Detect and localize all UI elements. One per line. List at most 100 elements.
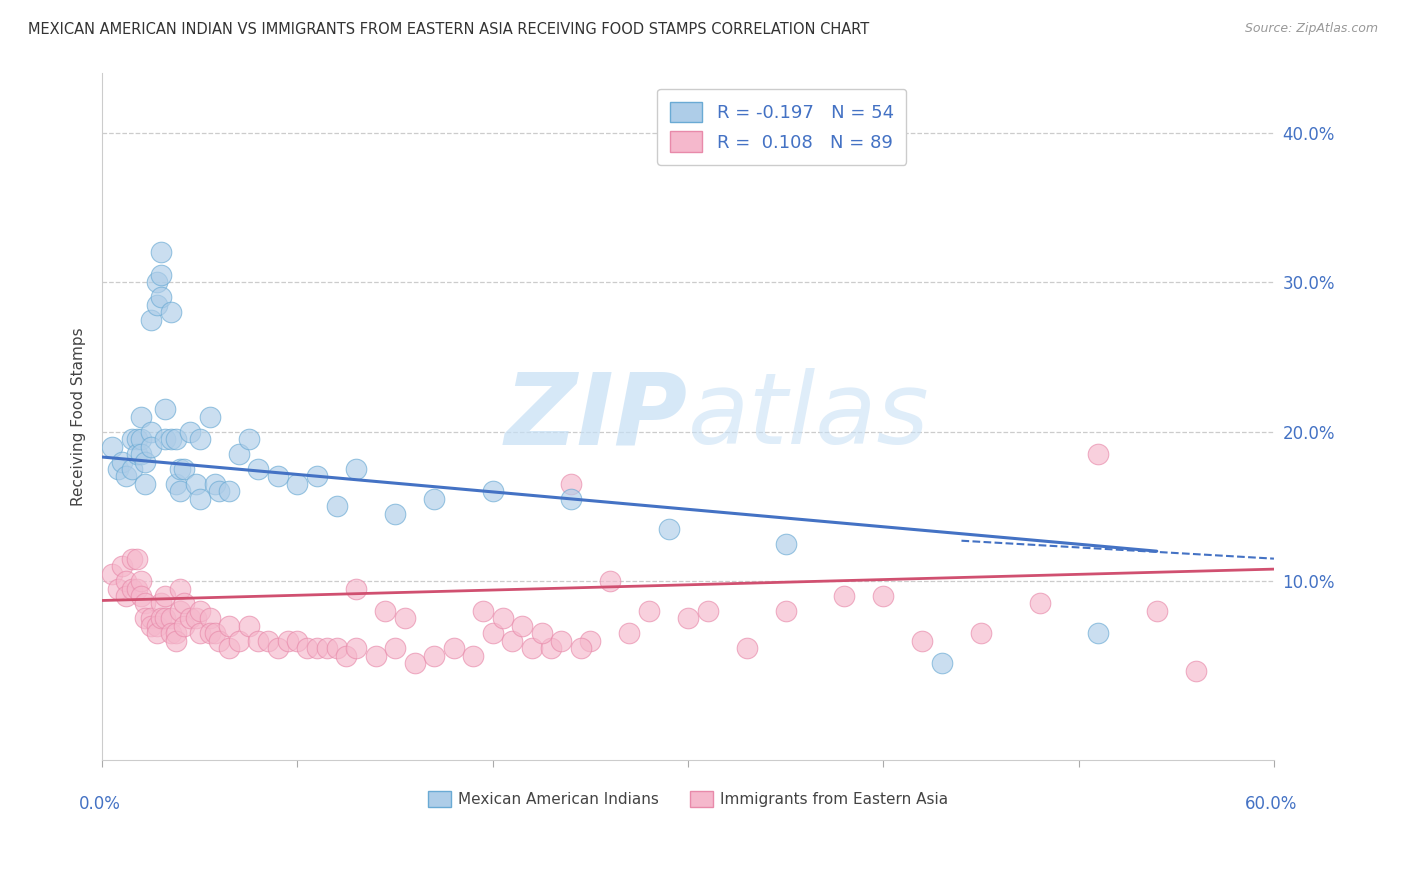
Point (832, 589, 855, 603)
Point (315, 641, 337, 656)
Point (159, 432, 181, 446)
Point (149, 611, 172, 625)
Point (153, 432, 176, 446)
Point (384, 507, 406, 521)
Point (491, 611, 513, 625)
Point (911, 633, 934, 648)
Point (394, 611, 416, 625)
Point (228, 447, 250, 461)
Point (114, 589, 136, 603)
Point (127, 432, 149, 446)
Point (1028, 597, 1050, 611)
Point (139, 619, 162, 633)
Point (619, 626, 641, 640)
Point (277, 633, 299, 648)
Point (638, 604, 661, 618)
Point (129, 589, 152, 603)
Point (218, 619, 240, 633)
Point (153, 402, 176, 417)
Point (204, 626, 226, 640)
Point (107, 462, 129, 476)
Point (1087, 447, 1109, 461)
Point (540, 641, 562, 656)
Point (134, 454, 156, 468)
Point (208, 484, 231, 499)
Point (404, 657, 426, 671)
Point (872, 589, 894, 603)
Point (287, 633, 309, 648)
Point (481, 484, 503, 499)
Point (257, 633, 280, 648)
Point (325, 641, 347, 656)
Point (931, 657, 953, 671)
Point (676, 611, 699, 625)
Point (121, 551, 143, 566)
Point (208, 633, 231, 648)
Point (443, 641, 465, 656)
Point (139, 440, 162, 454)
Point (146, 619, 169, 633)
Point (139, 425, 162, 439)
Point (169, 462, 191, 476)
Point (560, 491, 582, 506)
Point (463, 648, 485, 663)
Point (599, 574, 621, 588)
Point (579, 633, 602, 648)
Point (657, 522, 679, 536)
Point (134, 611, 156, 625)
Point (238, 432, 260, 446)
Point (159, 305, 181, 319)
Point (325, 500, 347, 514)
Point (149, 245, 172, 260)
Point (165, 633, 187, 648)
Point (335, 648, 357, 663)
Point (530, 626, 553, 640)
Point (198, 611, 221, 625)
Point (247, 633, 270, 648)
Point (344, 641, 367, 656)
Point (188, 432, 211, 446)
Point (121, 582, 143, 596)
Point (1185, 664, 1208, 678)
Point (173, 462, 195, 476)
Point (267, 469, 290, 483)
Point (1146, 604, 1168, 618)
Point (188, 604, 211, 618)
Point (179, 611, 201, 625)
Point (127, 447, 149, 461)
Point (384, 641, 406, 656)
Point (188, 626, 211, 640)
Point (169, 604, 191, 618)
Point (134, 477, 156, 491)
Point (1087, 626, 1109, 640)
Point (423, 648, 446, 663)
Point (550, 633, 572, 648)
Text: 60.0%: 60.0% (1244, 795, 1298, 813)
Point (114, 469, 136, 483)
Point (146, 297, 169, 311)
Point (165, 477, 187, 491)
Point (344, 582, 367, 596)
Point (481, 626, 503, 640)
Point (134, 597, 156, 611)
Point (153, 589, 176, 603)
Point (121, 462, 143, 476)
Point (159, 626, 181, 640)
Point (305, 469, 328, 483)
Point (204, 477, 226, 491)
Y-axis label: Receiving Food Stamps: Receiving Food Stamps (72, 327, 86, 506)
Point (127, 582, 149, 596)
Point (165, 626, 187, 640)
Point (129, 447, 152, 461)
Point (159, 611, 181, 625)
Point (121, 432, 143, 446)
Point (735, 641, 758, 656)
Point (560, 477, 582, 491)
Text: MEXICAN AMERICAN INDIAN VS IMMIGRANTS FROM EASTERN ASIA RECEIVING FOOD STAMPS CO: MEXICAN AMERICAN INDIAN VS IMMIGRANTS FR… (28, 22, 869, 37)
Point (344, 462, 367, 476)
Point (139, 312, 162, 326)
Point (775, 537, 797, 551)
Point (153, 611, 176, 625)
Point (179, 425, 201, 439)
Point (149, 290, 172, 304)
